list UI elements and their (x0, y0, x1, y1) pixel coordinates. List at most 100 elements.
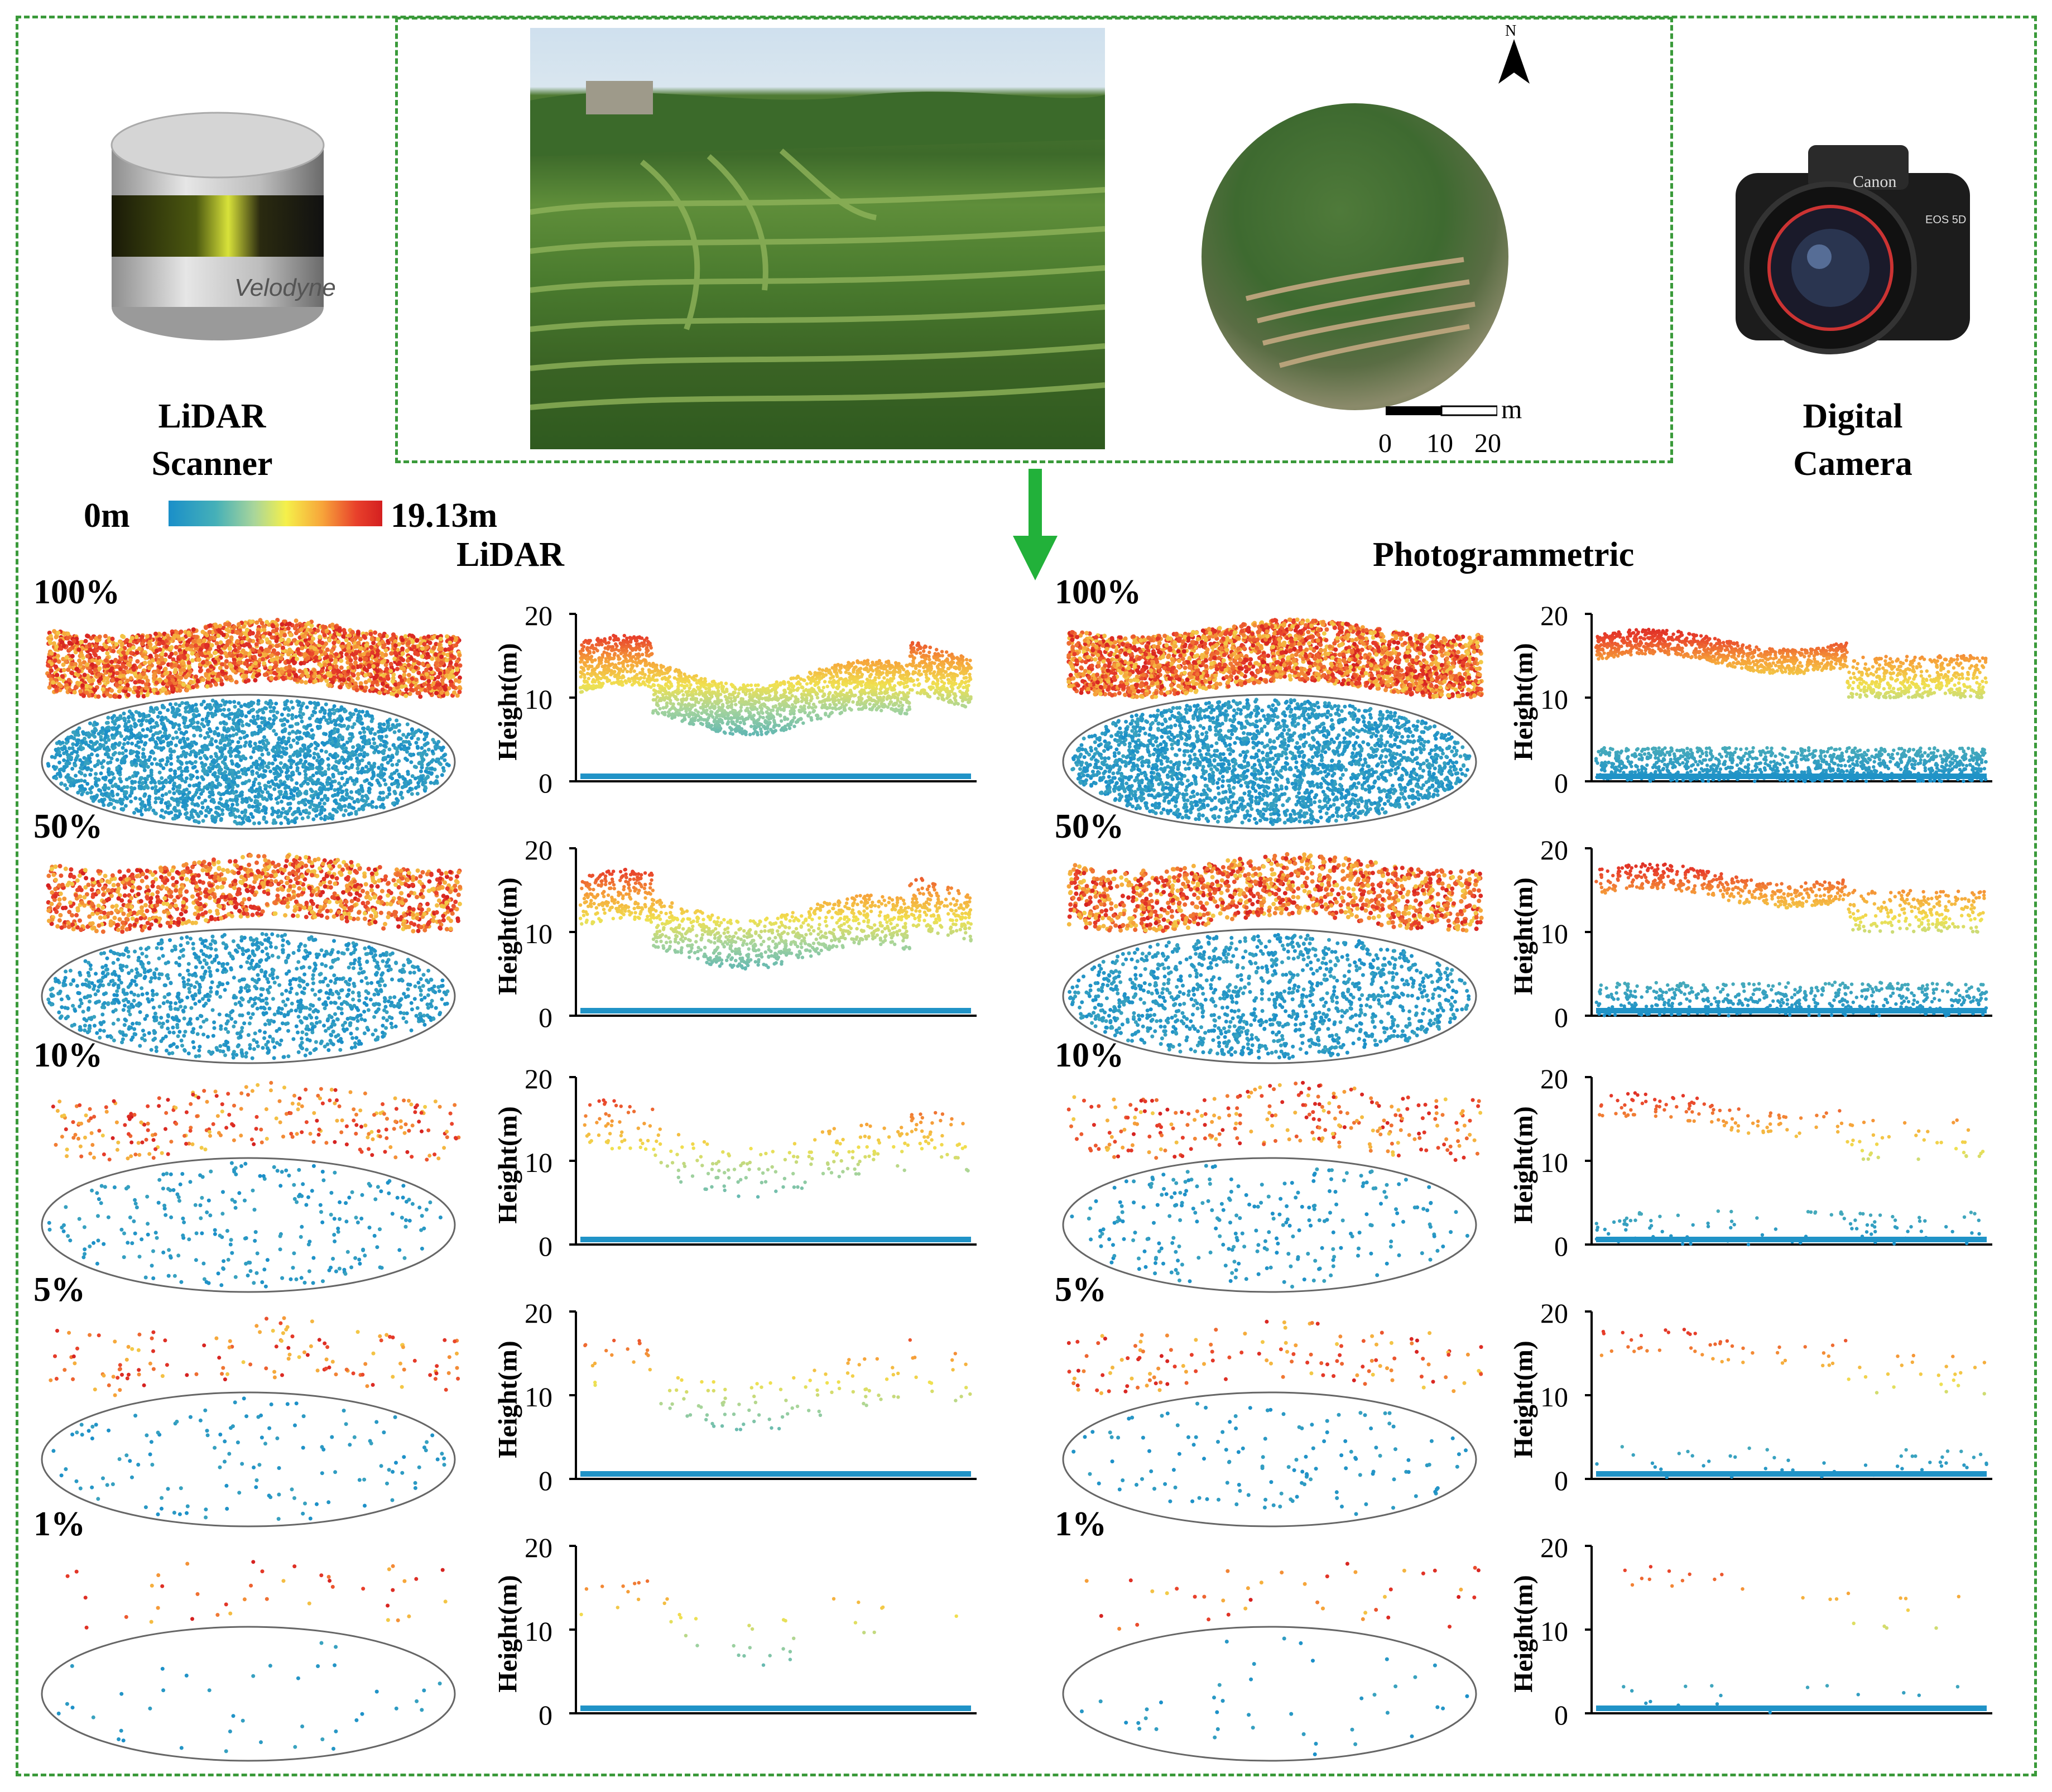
lidar-percent-label: 100% (33, 575, 120, 609)
ground-point (431, 738, 435, 742)
ground-point (136, 771, 140, 775)
ground-point (357, 791, 362, 796)
ground-point (203, 736, 207, 740)
ground-point (63, 783, 68, 787)
canopy-point (385, 634, 389, 639)
ground-point (319, 816, 323, 820)
ground-point (243, 767, 247, 771)
canopy-point (434, 690, 439, 695)
canopy-point (430, 675, 435, 680)
canopy-point (400, 684, 405, 689)
ground-point (374, 805, 378, 809)
ground-point (167, 775, 171, 780)
ground-point (127, 776, 132, 780)
ground-point (147, 758, 151, 762)
ground-point (241, 723, 245, 728)
ground-point (125, 785, 129, 789)
ground-point (237, 770, 241, 774)
ground-point (143, 785, 147, 789)
ground-point (367, 789, 371, 793)
canopy-point (221, 626, 226, 631)
ground-point (103, 792, 107, 796)
canopy-point (259, 621, 265, 626)
ground-point (252, 746, 256, 751)
ground-point (210, 814, 214, 819)
canopy-point (132, 667, 137, 672)
ground-point (434, 779, 439, 784)
ground-point (133, 758, 137, 762)
ground-point (129, 799, 133, 804)
canopy-point (83, 638, 88, 643)
canopy-point (380, 681, 385, 686)
ground-point (166, 708, 170, 712)
canopy-point (437, 642, 442, 647)
canopy-point (244, 627, 249, 632)
ground-point (331, 772, 335, 777)
ground-point (358, 731, 362, 735)
canopy-point (181, 661, 186, 666)
ground-point (301, 702, 305, 706)
ground-point (216, 733, 220, 737)
canopy-point (172, 670, 177, 675)
lidar-scanner-image: Velodyne (110, 112, 335, 340)
ground-point (268, 717, 272, 721)
ground-point (248, 740, 252, 744)
ground-point (154, 720, 158, 725)
ground-point (164, 801, 168, 805)
canopy-point (393, 643, 398, 648)
ground-point (140, 781, 145, 786)
canopy-point (117, 689, 122, 694)
ground-point (381, 757, 386, 762)
ground-point (280, 800, 283, 804)
ground-point (391, 743, 396, 747)
canopy-point (252, 655, 257, 660)
ground-point (300, 719, 304, 724)
ground-point (334, 708, 339, 713)
ground-point (217, 782, 221, 786)
ground-point (152, 725, 157, 729)
canopy-point (318, 635, 323, 640)
canopy-point (267, 632, 272, 636)
canopy-point (93, 667, 98, 672)
canopy-point (403, 693, 409, 698)
ground-point (90, 785, 94, 789)
ground-point (359, 769, 363, 774)
canopy-point (152, 676, 157, 681)
canopy-point (369, 645, 374, 650)
ground-point (157, 796, 161, 800)
canopy-point (186, 630, 191, 635)
canopy-point (215, 678, 220, 683)
canopy-point (339, 665, 344, 670)
canopy-point (313, 679, 318, 684)
ground-point (307, 749, 312, 753)
ground-point (246, 767, 251, 772)
canopy-point (147, 666, 152, 671)
canopy-point (424, 672, 429, 677)
canopy-point (430, 670, 435, 675)
canopy-point (191, 639, 196, 644)
ground-point (215, 778, 219, 782)
canopy-point (54, 688, 59, 692)
ground-point (215, 811, 220, 816)
canopy-point (440, 678, 445, 683)
canopy-point (253, 661, 258, 666)
ground-point (337, 771, 342, 775)
ground-point (435, 775, 439, 779)
canopy-point (205, 668, 210, 673)
canopy-point (273, 663, 278, 668)
canopy-point (362, 634, 367, 639)
canopy-point (390, 636, 395, 641)
ground-point (350, 732, 354, 736)
ground-point (262, 817, 266, 821)
ground-point (355, 756, 359, 761)
ground-point (429, 781, 433, 785)
canopy-point (157, 647, 162, 652)
canopy-point (433, 652, 438, 657)
ground-point (262, 796, 267, 800)
ground-point (133, 796, 138, 800)
ground-point (146, 727, 150, 731)
ground-point (342, 761, 347, 765)
ground-point (320, 760, 324, 765)
ground-point (178, 796, 182, 801)
canopy-point (216, 633, 221, 638)
